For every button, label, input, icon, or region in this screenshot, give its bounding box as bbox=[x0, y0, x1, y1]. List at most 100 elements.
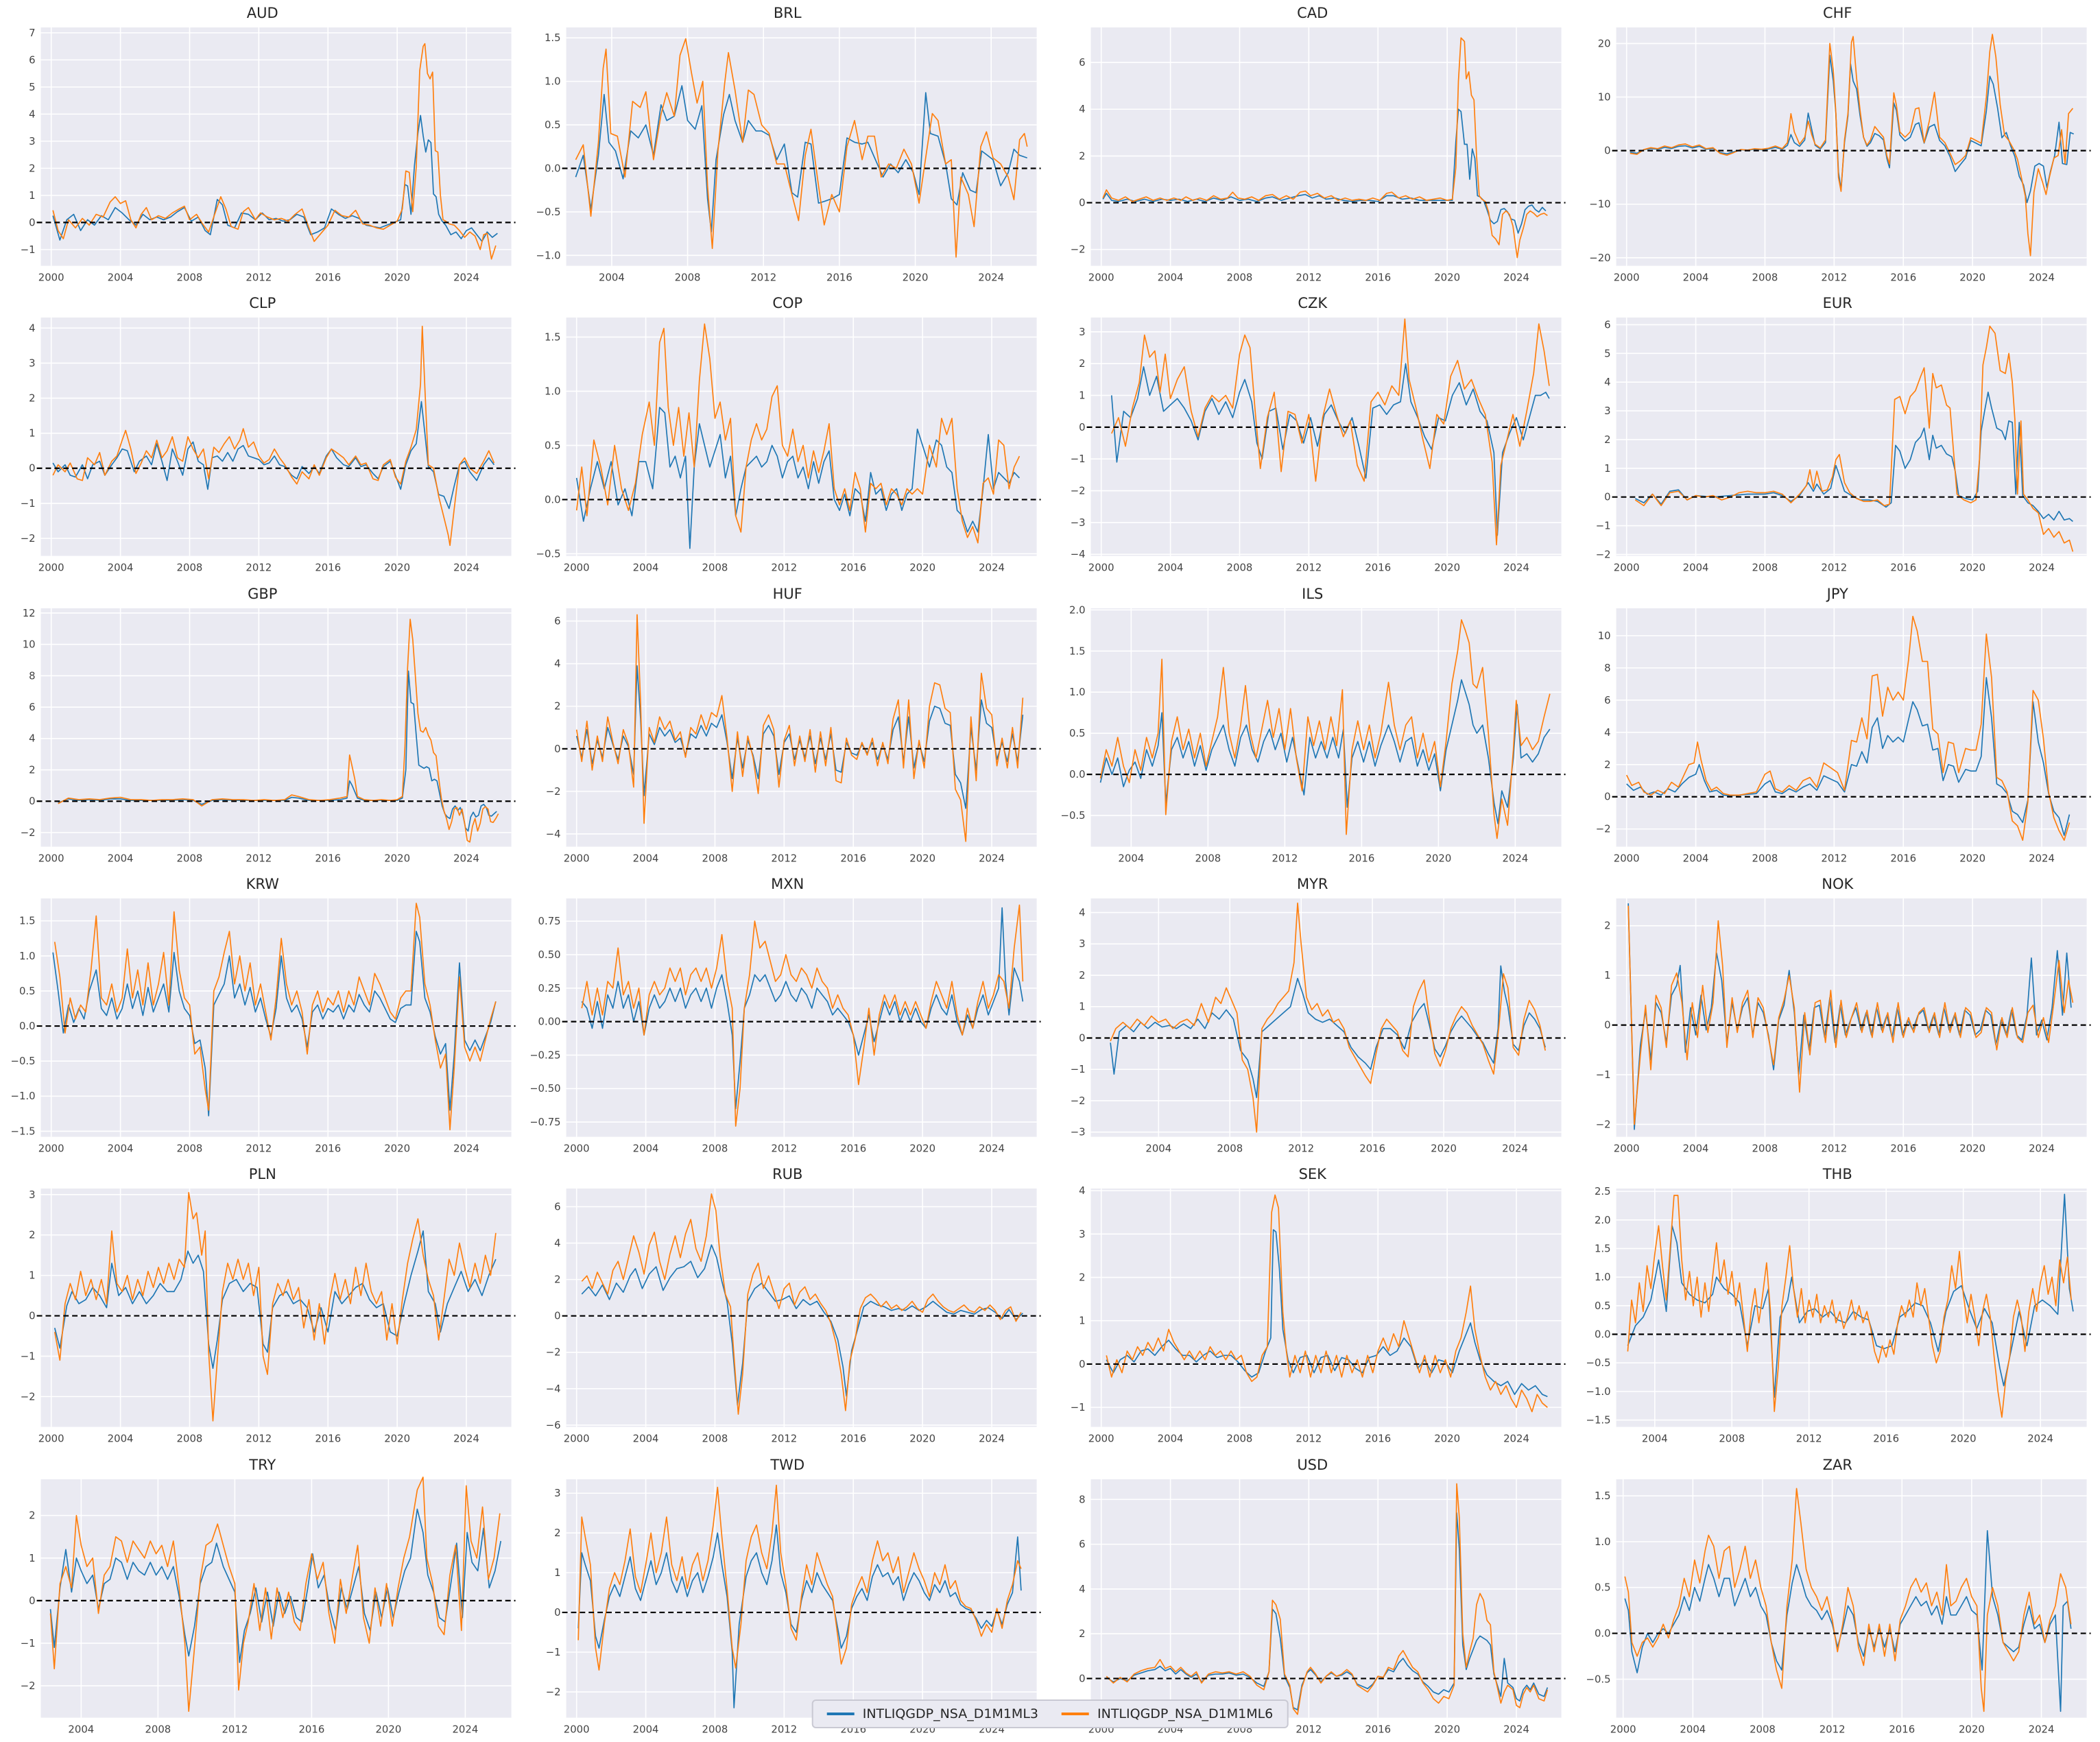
plot-background bbox=[1616, 1189, 2087, 1427]
y-tick-label: 0.50 bbox=[538, 948, 560, 961]
x-tick-label: 2000 bbox=[563, 852, 589, 864]
chart-title-GBP: GBP bbox=[248, 585, 278, 602]
y-tick-label: 6 bbox=[29, 701, 35, 713]
chart-canvas-SEK: 2000 2004 2008 2012 2016 2020 2024 −1 0 1 2 3 4 bbox=[1071, 1184, 1566, 1445]
x-tick-label: 2000 bbox=[1613, 1142, 1639, 1154]
x-tick-label: 2004 bbox=[1682, 271, 1708, 283]
x-tick-label: 2008 bbox=[1195, 852, 1221, 864]
y-tick-label: −0.75 bbox=[531, 1116, 561, 1128]
y-tick-label: 0 bbox=[1079, 1031, 1085, 1044]
y-tick-label: 4 bbox=[1604, 376, 1610, 388]
x-tick-label: 2008 bbox=[1227, 271, 1253, 283]
y-tick-label: 2 bbox=[1079, 1627, 1085, 1640]
x-tick-label: 2000 bbox=[1088, 1433, 1114, 1445]
y-tick-label: 1 bbox=[29, 427, 35, 440]
chart-canvas-EUR: 2000 2004 2008 2012 2016 2020 2024 −2 −1 0 1 2 3 4 5 6 bbox=[1595, 318, 2091, 574]
y-tick-label: 0 bbox=[1079, 421, 1085, 433]
plot-background bbox=[1090, 1479, 1562, 1718]
x-tick-label: 2000 bbox=[563, 1433, 589, 1445]
chart-title-EUR: EUR bbox=[1822, 295, 1852, 312]
y-tick-label: −0.5 bbox=[536, 206, 560, 218]
subplot-JPY: JPY 2000 2004 2008 2012 2016 2020 2024 −2 0 2 4 6 8 10 bbox=[1575, 581, 2100, 871]
chart-canvas-NOK: 2000 2004 2008 2012 2016 2020 2024 −2 −1 0 1 2 bbox=[1595, 898, 2091, 1154]
y-tick-label: 6 bbox=[1079, 1538, 1085, 1550]
x-tick-label: 2024 bbox=[2027, 1433, 2053, 1445]
chart-title-CHF: CHF bbox=[1822, 5, 1852, 21]
subplot-ZAR: ZAR 2000 2004 2008 2012 2016 2020 2024 −0.5 0.0 0.… bbox=[1575, 1452, 2100, 1742]
y-tick-label: 0 bbox=[29, 1594, 35, 1606]
y-tick-label: 0.5 bbox=[19, 985, 36, 997]
series-line-ml3 bbox=[575, 407, 1020, 549]
x-tick-label: 2012 bbox=[771, 1433, 797, 1445]
x-tick-label: 2020 bbox=[384, 1142, 410, 1154]
y-tick-label: −1 bbox=[1071, 453, 1086, 465]
y-tick-label: −1.0 bbox=[536, 249, 560, 261]
series-line-ml6 bbox=[1110, 902, 1547, 1133]
x-tick-label: 2004 bbox=[632, 1433, 658, 1445]
y-tick-label: 1.5 bbox=[1069, 645, 1086, 657]
chart-canvas-GBP: 2000 2004 2008 2012 2016 2020 2024 −2 0 2 4 6 8 10 12 bbox=[21, 606, 516, 864]
x-tick-label: 2004 bbox=[1158, 271, 1184, 283]
y-tick-label: 1 bbox=[29, 1269, 35, 1282]
series-line-ml3 bbox=[1623, 1529, 2072, 1712]
x-tick-label: 2004 bbox=[1641, 1433, 1667, 1445]
chart-title-USD: USD bbox=[1297, 1456, 1328, 1473]
x-tick-label: 2008 bbox=[1752, 271, 1778, 283]
x-tick-label: 2008 bbox=[145, 1723, 171, 1735]
subplot-AUD: AUD 2000 2004 2008 2012 2016 2020 2024 −1 0 1 2 3 4 5 6… bbox=[0, 0, 525, 290]
legend: INTLIQGDP_NSA_D1M1ML3 INTLIQGDP_NSA_D1M1… bbox=[811, 1699, 1289, 1728]
y-tick-label: 3 bbox=[554, 1487, 560, 1499]
y-tick-label: 1 bbox=[1604, 462, 1610, 475]
x-tick-label: 2004 bbox=[108, 852, 134, 864]
y-tick-label: 2 bbox=[1079, 1272, 1085, 1284]
y-tick-label: 0.00 bbox=[538, 1016, 560, 1028]
series-line-ml6 bbox=[52, 326, 495, 547]
y-tick-label: 3 bbox=[1079, 1228, 1085, 1241]
x-tick-label: 2024 bbox=[453, 1433, 479, 1445]
y-tick-label: 4 bbox=[29, 732, 35, 744]
x-tick-label: 2004 bbox=[1682, 852, 1708, 864]
y-tick-label: −1.5 bbox=[11, 1125, 36, 1137]
series-line-ml6 bbox=[58, 618, 499, 843]
chart-title-HUF: HUF bbox=[772, 585, 802, 602]
y-tick-label: 0 bbox=[1079, 197, 1085, 209]
x-tick-label: 2020 bbox=[1431, 1142, 1457, 1154]
x-tick-label: 2012 bbox=[222, 1723, 248, 1735]
plot-background bbox=[1090, 898, 1562, 1137]
y-tick-label: 3 bbox=[1079, 326, 1085, 338]
legend-item-ml3: INTLIQGDP_NSA_D1M1ML3 bbox=[826, 1706, 1038, 1721]
x-tick-label: 2000 bbox=[1088, 562, 1114, 574]
chart-title-AUD: AUD bbox=[246, 5, 278, 21]
y-tick-label: 20 bbox=[1597, 37, 1610, 49]
y-tick-label: 6 bbox=[1079, 56, 1085, 69]
x-tick-label: 2008 bbox=[177, 852, 203, 864]
y-tick-label: 1.5 bbox=[544, 331, 560, 344]
y-tick-label: 2 bbox=[1604, 758, 1610, 770]
chart-canvas-CZK: 2000 2004 2008 2012 2016 2020 2024 −4 −3 −2 −1 0 1 2 3 bbox=[1071, 318, 1566, 574]
subplot-COP: COP 2000 2004 2008 2012 2016 2020 2024 −0.5 0.0 0.… bbox=[525, 290, 1051, 580]
plot-background bbox=[566, 318, 1037, 556]
x-tick-label: 2024 bbox=[2029, 562, 2055, 574]
series-line-ml3 bbox=[52, 115, 498, 242]
x-tick-label: 2004 bbox=[1158, 562, 1184, 574]
series-line-ml3 bbox=[581, 1244, 1023, 1406]
series-line-ml6 bbox=[581, 1193, 1022, 1416]
y-tick-label: −2 bbox=[1595, 1118, 1610, 1130]
chart-title-CLP: CLP bbox=[249, 295, 276, 312]
chart-title-MXN: MXN bbox=[771, 876, 804, 892]
y-tick-label: 5 bbox=[29, 81, 35, 93]
y-tick-label: −0.5 bbox=[1586, 1357, 1610, 1369]
y-tick-label: 2 bbox=[29, 763, 35, 776]
subplot-CHF: CHF 2000 2004 2008 2012 2016 2020 2024 −20 −10 0 10… bbox=[1575, 0, 2100, 290]
y-tick-label: 0 bbox=[1604, 1019, 1610, 1031]
series-line-ml3 bbox=[575, 85, 1027, 232]
x-tick-label: 2016 bbox=[840, 562, 866, 574]
plot-background bbox=[1090, 1189, 1562, 1427]
x-tick-label: 2004 bbox=[108, 271, 134, 283]
y-tick-label: 10 bbox=[23, 638, 36, 650]
x-tick-label: 2004 bbox=[632, 562, 658, 574]
series-line-ml6 bbox=[53, 903, 497, 1131]
plot-background bbox=[40, 27, 512, 266]
y-tick-label: −2 bbox=[1595, 822, 1610, 835]
x-tick-label: 2024 bbox=[2029, 271, 2055, 283]
